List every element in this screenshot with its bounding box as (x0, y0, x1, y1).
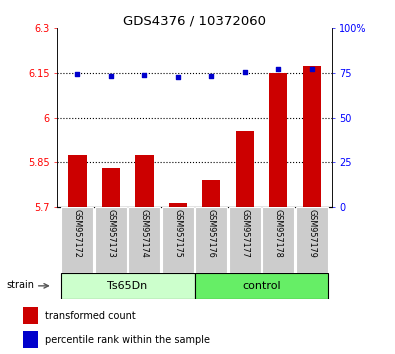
Bar (295, 207, 328, 273)
Bar (162, 207, 194, 273)
Bar (202, 180, 220, 207)
Point (74, 71, 81, 77)
Text: Ts65Dn: Ts65Dn (107, 281, 148, 291)
Bar (68, 155, 87, 207)
Bar (235, 131, 254, 207)
Text: GSM957176: GSM957176 (207, 209, 216, 258)
Point (208, 73, 214, 79)
Bar (60, 273, 195, 299)
Point (108, 73, 114, 79)
Bar (95, 207, 127, 273)
Title: GDS4376 / 10372060: GDS4376 / 10372060 (123, 14, 266, 27)
Bar (102, 169, 120, 207)
Bar (23, 307, 38, 324)
Text: GSM957175: GSM957175 (173, 209, 182, 258)
Point (242, 69, 248, 75)
Bar (128, 207, 160, 273)
Text: GSM957173: GSM957173 (106, 209, 115, 258)
Bar (135, 155, 154, 207)
Text: control: control (242, 281, 281, 291)
Text: percentile rank within the sample: percentile rank within the sample (45, 335, 210, 345)
Bar (269, 73, 288, 207)
Bar (229, 207, 261, 273)
Bar (61, 207, 94, 273)
Bar (169, 202, 187, 207)
Text: GSM957177: GSM957177 (240, 209, 249, 258)
Bar (195, 207, 228, 273)
Point (141, 72, 147, 78)
Text: GSM957179: GSM957179 (307, 209, 316, 258)
Text: GSM957172: GSM957172 (73, 209, 82, 258)
Bar (262, 207, 294, 273)
Point (275, 67, 281, 72)
Text: strain: strain (6, 280, 34, 290)
Text: GSM957178: GSM957178 (274, 209, 283, 258)
Bar (195, 273, 329, 299)
Text: GSM957174: GSM957174 (140, 209, 149, 258)
Point (175, 74, 181, 79)
Text: transformed count: transformed count (45, 311, 136, 321)
Bar (23, 331, 38, 348)
Point (308, 66, 315, 72)
Bar (303, 65, 321, 207)
